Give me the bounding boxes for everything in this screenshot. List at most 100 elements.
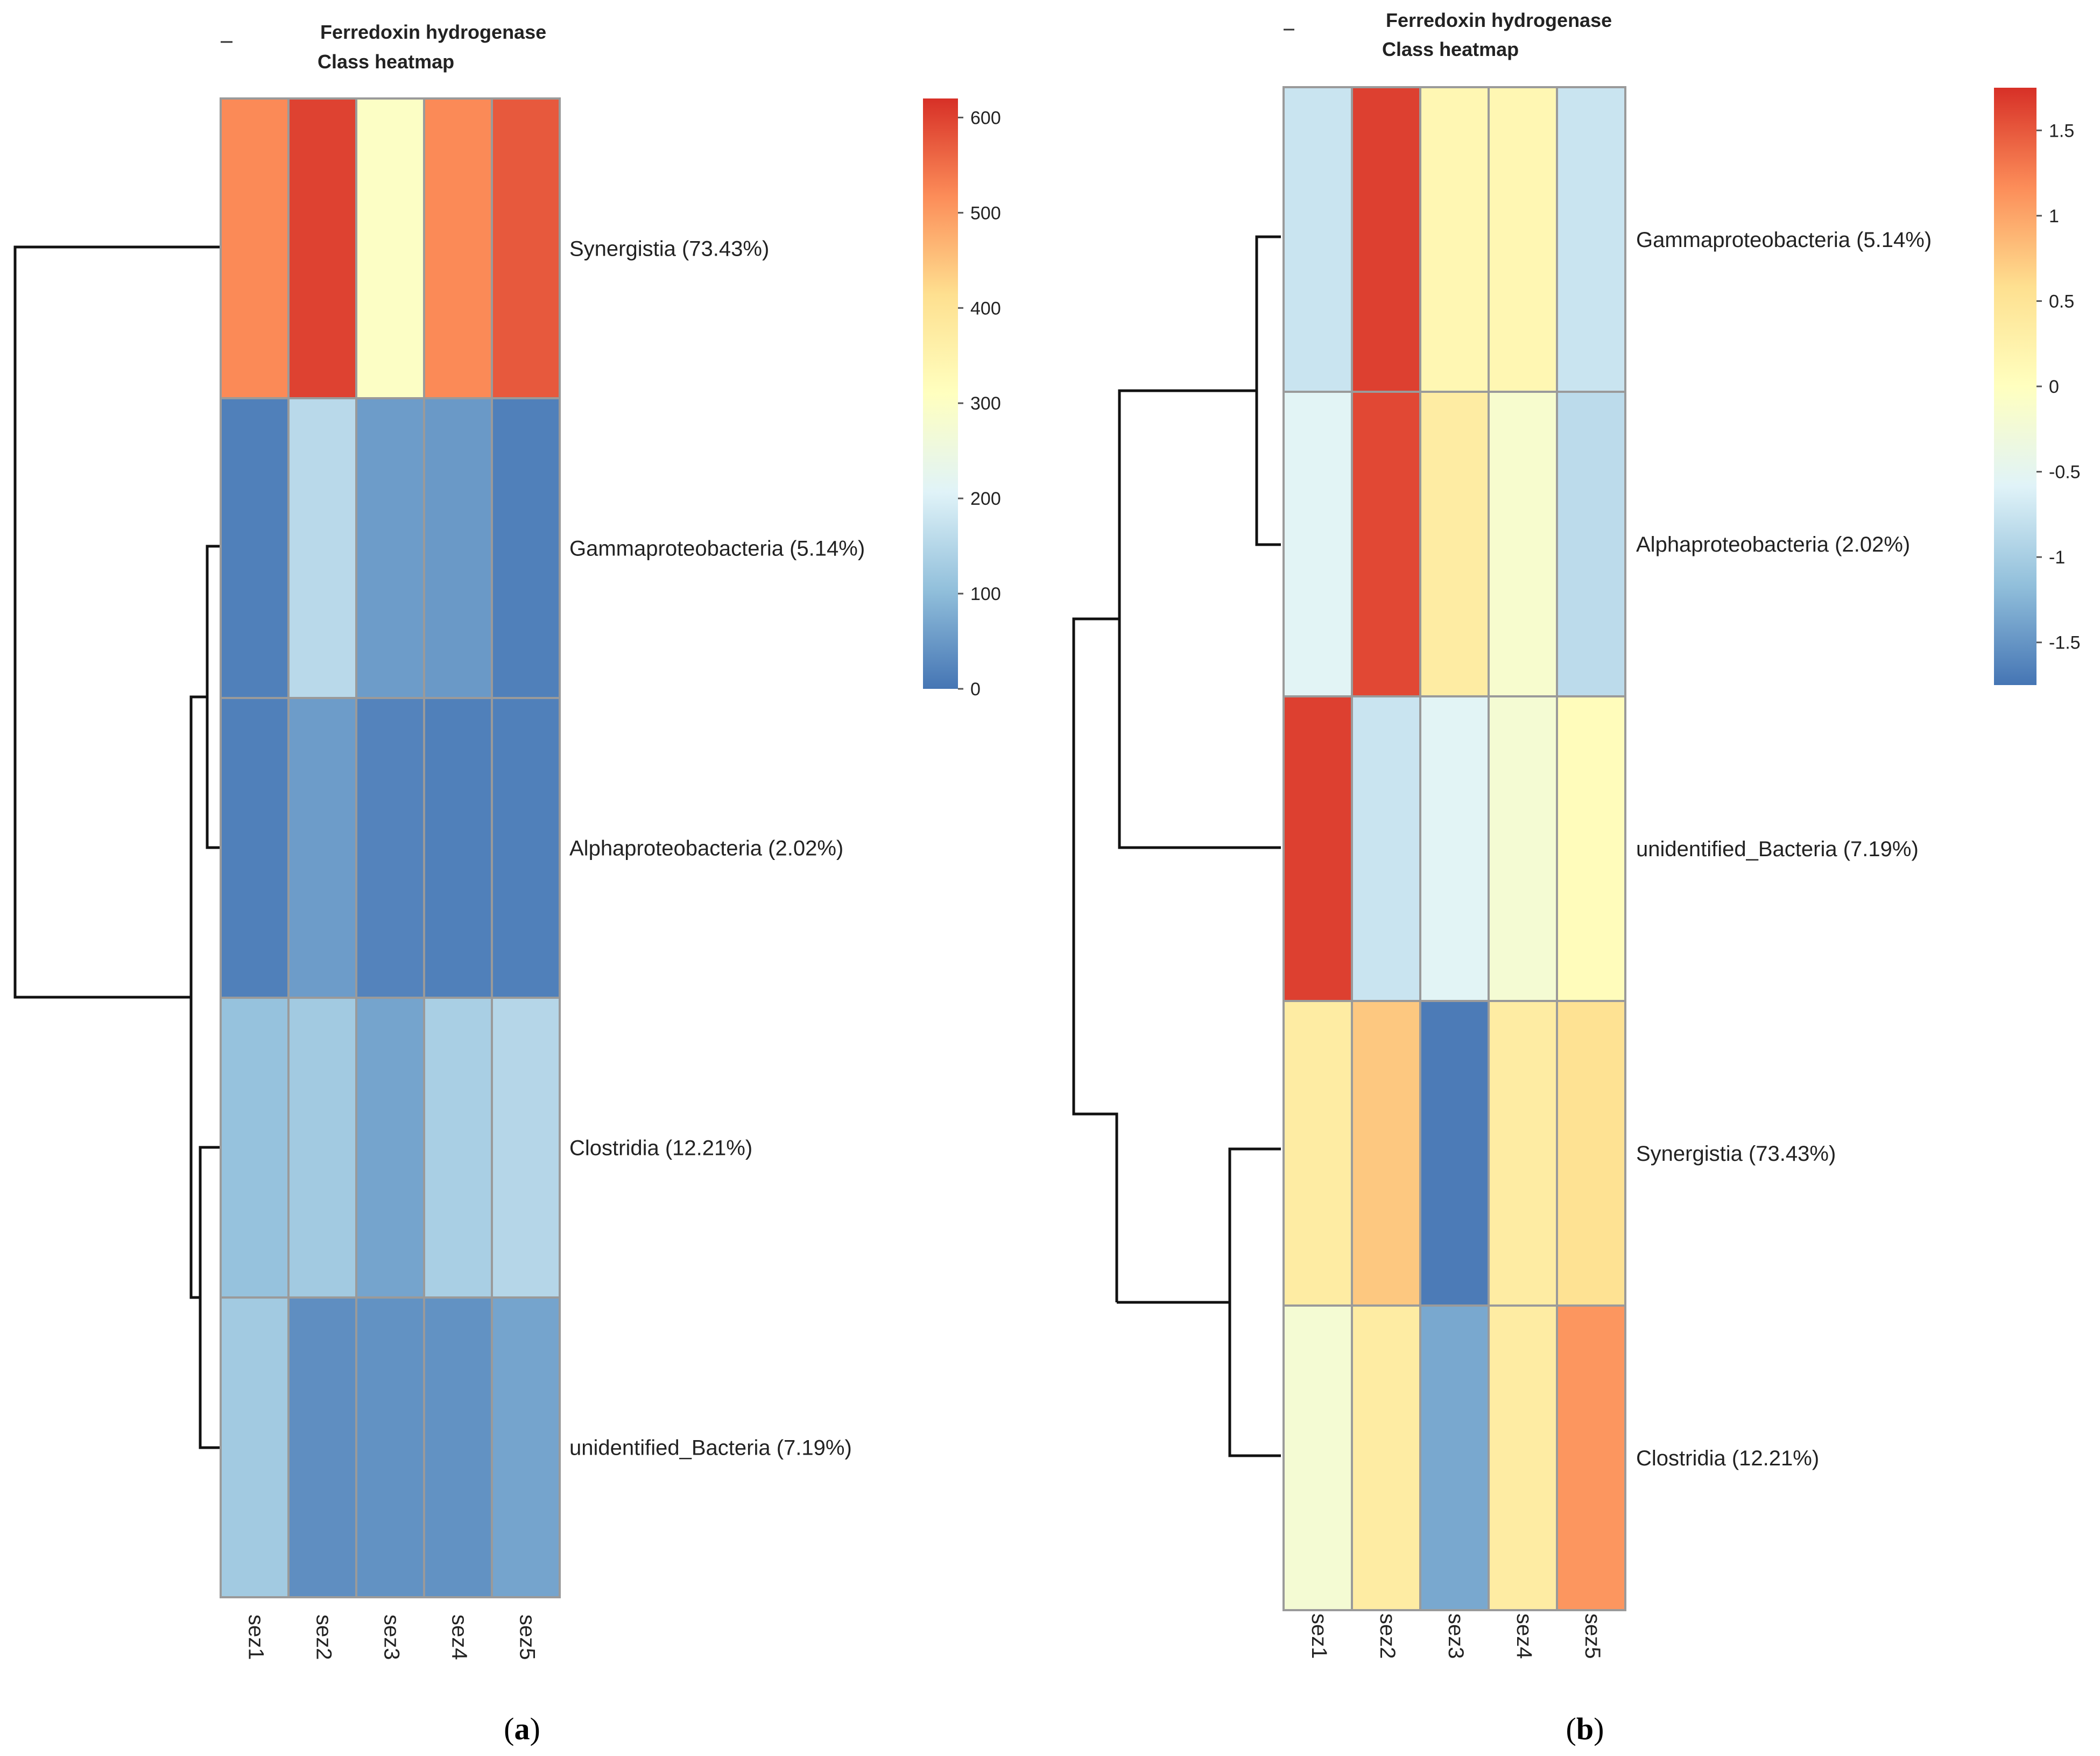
heatmap-cell	[423, 397, 493, 699]
heatmap-cell	[220, 1296, 290, 1598]
heatmap-cell	[355, 397, 425, 699]
heatmap-cell	[355, 97, 425, 399]
colorbar-tick-label: 1.5	[2049, 121, 2074, 141]
colorbar-tick-label: 100	[970, 584, 1001, 604]
column-label: sez5	[1581, 1613, 1604, 1659]
a-dendro-link-clostridia-unidentified	[199, 1146, 220, 1449]
panel-b-column-labels: sez1 sez2 sez3 sez4 sez5	[1307, 1613, 1604, 1659]
a-dendro-link-gamma-alpha	[206, 545, 220, 849]
b-dendro-link-synergistia-clostridia	[1228, 1147, 1281, 1457]
heatmap-cell	[1282, 1304, 1353, 1611]
heatmap-cell	[355, 697, 425, 999]
heatmap-cell	[1556, 1304, 1626, 1611]
heatmap-cell	[1282, 391, 1353, 697]
panel-a-colorbar: 0 100 200 300 400 500 600	[923, 98, 1001, 700]
heatmap-cell	[1419, 1304, 1490, 1611]
panel-b-dendrogram	[1072, 235, 1281, 1457]
row-label: Clostridia (12.21%)	[1636, 1447, 1819, 1470]
heatmap-cell	[1488, 86, 1558, 393]
heatmap-cell	[220, 397, 290, 699]
panel-b-title-line1: Ferredoxin hydrogenase	[1386, 9, 1612, 31]
b-dendro-link-gamma-alpha	[1255, 235, 1281, 546]
row-label: unidentified_Bacteria (7.19%)	[1636, 837, 1919, 861]
panel-b-title-line2: Class heatmap	[1382, 38, 1519, 60]
panel-a-title-line1: Ferredoxin hydrogenase	[320, 21, 546, 43]
panel-a-dendrogram	[13, 245, 220, 1449]
panel-a-row-labels: Synergistia (73.43%) Gammaproteobacteria …	[569, 237, 865, 1460]
row-label: Clostridia (12.21%)	[569, 1137, 752, 1160]
heatmap-cell	[491, 397, 561, 699]
panel-b-label: (b)	[1566, 1711, 1604, 1746]
column-label: sez3	[1444, 1613, 1468, 1659]
heatmap-cell	[220, 997, 290, 1299]
colorbar-tick-label: 0.5	[2049, 291, 2074, 312]
heatmap-cell	[1488, 1000, 1558, 1307]
heatmap-cell	[491, 997, 561, 1299]
row-label: Alphaproteobacteria (2.02%)	[1636, 533, 1910, 556]
row-label: unidentified_Bacteria (7.19%)	[569, 1436, 852, 1460]
heatmap-cell	[423, 1296, 493, 1598]
colorbar-tick-label: -1	[2049, 547, 2065, 568]
colorbar-tick-label: 0	[970, 679, 981, 700]
heatmap-cell	[355, 997, 425, 1299]
heatmap-cell	[287, 697, 357, 999]
heatmap-cell	[1282, 1000, 1353, 1307]
heatmap-cell	[1556, 695, 1626, 1002]
column-label: sez1	[1307, 1613, 1331, 1659]
heatmap-cell	[1351, 1000, 1421, 1307]
column-label: sez2	[1376, 1613, 1399, 1659]
heatmap-cell	[1351, 86, 1421, 393]
heatmap-cell	[287, 1296, 357, 1598]
b-dendro-link-root	[1072, 617, 1119, 1302]
column-label: sez2	[312, 1614, 335, 1660]
heatmap-cell	[1419, 1000, 1490, 1307]
column-label: sez4	[1512, 1613, 1536, 1659]
heatmap-panel-b: Ferredoxin hydrogenase Class heatmap Gam…	[1072, 9, 2081, 1746]
heatmap-cell	[423, 997, 493, 1299]
colorbar-tick-label: 400	[970, 298, 1001, 319]
panel-a-letter: a	[515, 1711, 530, 1746]
column-label: sez4	[447, 1614, 471, 1660]
colorbar-tick-label: 500	[970, 203, 1001, 223]
row-label: Gammaproteobacteria (5.14%)	[1636, 228, 1932, 252]
colorbar-tick-label: 1	[2049, 206, 2059, 227]
panel-a-column-labels: sez1 sez2 sez3 sez4 sez5	[244, 1614, 539, 1660]
row-label: Synergistia (73.43%)	[1636, 1142, 1836, 1166]
column-label: sez5	[515, 1614, 539, 1660]
colorbar-tick-label: -0.5	[2049, 462, 2081, 483]
heatmap-cell	[1351, 391, 1421, 697]
colorbar-tick-label: 0	[2049, 377, 2059, 397]
a-dendro-link-root	[13, 245, 220, 999]
colorbar-gradient	[1994, 88, 2036, 685]
heatmap-cell	[1282, 695, 1353, 1002]
colorbar-gradient	[923, 98, 958, 689]
heatmap-cell	[355, 1296, 425, 1598]
heatmap-cell	[491, 97, 561, 399]
heatmap-cell	[1556, 391, 1626, 697]
row-label: Gammaproteobacteria (5.14%)	[569, 537, 865, 561]
panel-b-row-labels: Gammaproteobacteria (5.14%) Alphaproteoba…	[1636, 228, 1932, 1470]
column-label: sez3	[379, 1614, 403, 1660]
row-label: Alphaproteobacteria (2.02%)	[569, 837, 843, 861]
heatmap-cell	[1488, 695, 1558, 1002]
panel-a-cells	[220, 97, 561, 1598]
heatmap-cell	[1351, 695, 1421, 1002]
panel-a-title-line2: Class heatmap	[318, 51, 454, 73]
heatmap-cell	[287, 97, 357, 399]
heatmap-cell	[423, 97, 493, 399]
heatmap-cell	[423, 697, 493, 999]
heatmap-cell	[220, 97, 290, 399]
heatmap-cell	[491, 1296, 561, 1598]
colorbar-tick-label: 600	[970, 108, 1001, 128]
heatmap-cell	[1488, 1304, 1558, 1611]
heatmap-cell	[287, 997, 357, 1299]
colorbar-tick-label: 300	[970, 393, 1001, 414]
panel-b-cells	[1282, 86, 1626, 1611]
heatmap-cell	[1282, 86, 1353, 393]
colorbar-tick-label: 200	[970, 489, 1001, 509]
heatmap-cell	[1419, 86, 1490, 393]
heatmap-cell	[220, 697, 290, 999]
heatmap-cell	[287, 397, 357, 699]
heatmap-cell	[1419, 391, 1490, 697]
